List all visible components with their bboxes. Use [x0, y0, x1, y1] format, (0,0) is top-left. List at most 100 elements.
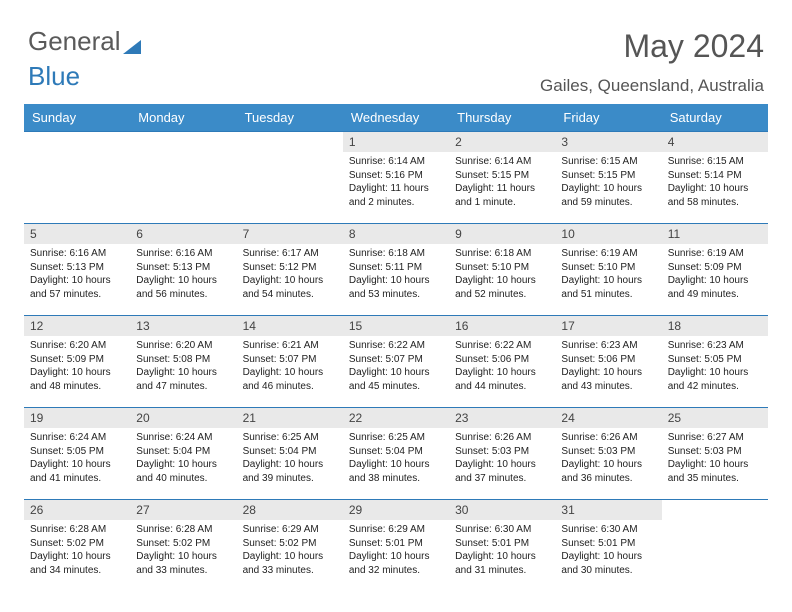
daylight-text: Daylight: 10 hours and 36 minutes. — [561, 458, 655, 485]
daylight-text: Daylight: 10 hours and 33 minutes. — [136, 550, 230, 577]
sunset-text: Sunset: 5:16 PM — [349, 169, 443, 183]
day-number: 14 — [237, 315, 343, 336]
calendar-cell: 19Sunrise: 6:24 AMSunset: 5:05 PMDayligh… — [24, 407, 130, 499]
day-info: Sunrise: 6:24 AMSunset: 5:04 PMDaylight:… — [130, 428, 236, 485]
sunset-text: Sunset: 5:14 PM — [668, 169, 762, 183]
calendar-cell: 20Sunrise: 6:24 AMSunset: 5:04 PMDayligh… — [130, 407, 236, 499]
day-number: 10 — [555, 223, 661, 244]
page-title: May 2024 — [623, 28, 764, 65]
weekday-header: Monday — [130, 104, 236, 131]
calendar-cell: 4Sunrise: 6:15 AMSunset: 5:14 PMDaylight… — [662, 131, 768, 223]
sunrise-text: Sunrise: 6:19 AM — [561, 247, 655, 261]
day-info: Sunrise: 6:26 AMSunset: 5:03 PMDaylight:… — [449, 428, 555, 485]
calendar-cell: 24Sunrise: 6:26 AMSunset: 5:03 PMDayligh… — [555, 407, 661, 499]
calendar-cell: 29Sunrise: 6:29 AMSunset: 5:01 PMDayligh… — [343, 499, 449, 577]
calendar-cell: 5Sunrise: 6:16 AMSunset: 5:13 PMDaylight… — [24, 223, 130, 315]
sunrise-text: Sunrise: 6:16 AM — [30, 247, 124, 261]
calendar-cell — [24, 131, 130, 223]
sunset-text: Sunset: 5:05 PM — [30, 445, 124, 459]
logo: General Blue — [28, 26, 141, 92]
day-number: 11 — [662, 223, 768, 244]
day-info: Sunrise: 6:29 AMSunset: 5:01 PMDaylight:… — [343, 520, 449, 577]
daylight-text: Daylight: 10 hours and 44 minutes. — [455, 366, 549, 393]
day-info: Sunrise: 6:15 AMSunset: 5:14 PMDaylight:… — [662, 152, 768, 209]
day-info: Sunrise: 6:20 AMSunset: 5:08 PMDaylight:… — [130, 336, 236, 393]
sunset-text: Sunset: 5:11 PM — [349, 261, 443, 275]
sunset-text: Sunset: 5:10 PM — [455, 261, 549, 275]
day-info: Sunrise: 6:21 AMSunset: 5:07 PMDaylight:… — [237, 336, 343, 393]
sunset-text: Sunset: 5:03 PM — [455, 445, 549, 459]
calendar-cell: 15Sunrise: 6:22 AMSunset: 5:07 PMDayligh… — [343, 315, 449, 407]
day-number: 13 — [130, 315, 236, 336]
daylight-text: Daylight: 10 hours and 59 minutes. — [561, 182, 655, 209]
weekday-header: Wednesday — [343, 104, 449, 131]
sunset-text: Sunset: 5:01 PM — [455, 537, 549, 551]
sunrise-text: Sunrise: 6:14 AM — [455, 155, 549, 169]
day-number: 2 — [449, 131, 555, 152]
daylight-text: Daylight: 10 hours and 37 minutes. — [455, 458, 549, 485]
sunset-text: Sunset: 5:03 PM — [668, 445, 762, 459]
day-number: 27 — [130, 499, 236, 520]
day-number: 21 — [237, 407, 343, 428]
logo-text-2: Blue — [28, 61, 80, 91]
day-info: Sunrise: 6:15 AMSunset: 5:15 PMDaylight:… — [555, 152, 661, 209]
sunrise-text: Sunrise: 6:27 AM — [668, 431, 762, 445]
day-info: Sunrise: 6:29 AMSunset: 5:02 PMDaylight:… — [237, 520, 343, 577]
daylight-text: Daylight: 10 hours and 32 minutes. — [349, 550, 443, 577]
sunset-text: Sunset: 5:09 PM — [668, 261, 762, 275]
day-number: 22 — [343, 407, 449, 428]
sunset-text: Sunset: 5:03 PM — [561, 445, 655, 459]
calendar-cell: 31Sunrise: 6:30 AMSunset: 5:01 PMDayligh… — [555, 499, 661, 577]
daylight-text: Daylight: 10 hours and 41 minutes. — [30, 458, 124, 485]
sunset-text: Sunset: 5:07 PM — [349, 353, 443, 367]
weekday-header: Saturday — [662, 104, 768, 131]
daylight-text: Daylight: 11 hours and 2 minutes. — [349, 182, 443, 209]
sunrise-text: Sunrise: 6:20 AM — [136, 339, 230, 353]
calendar-row: 26Sunrise: 6:28 AMSunset: 5:02 PMDayligh… — [24, 499, 768, 577]
sunrise-text: Sunrise: 6:18 AM — [455, 247, 549, 261]
calendar-cell: 12Sunrise: 6:20 AMSunset: 5:09 PMDayligh… — [24, 315, 130, 407]
calendar-cell: 28Sunrise: 6:29 AMSunset: 5:02 PMDayligh… — [237, 499, 343, 577]
day-info: Sunrise: 6:30 AMSunset: 5:01 PMDaylight:… — [449, 520, 555, 577]
calendar-cell: 3Sunrise: 6:15 AMSunset: 5:15 PMDaylight… — [555, 131, 661, 223]
day-info: Sunrise: 6:16 AMSunset: 5:13 PMDaylight:… — [24, 244, 130, 301]
day-number: 31 — [555, 499, 661, 520]
calendar-cell: 16Sunrise: 6:22 AMSunset: 5:06 PMDayligh… — [449, 315, 555, 407]
sunrise-text: Sunrise: 6:21 AM — [243, 339, 337, 353]
sunrise-text: Sunrise: 6:15 AM — [668, 155, 762, 169]
calendar-cell: 27Sunrise: 6:28 AMSunset: 5:02 PMDayligh… — [130, 499, 236, 577]
day-number: 4 — [662, 131, 768, 152]
day-info: Sunrise: 6:22 AMSunset: 5:06 PMDaylight:… — [449, 336, 555, 393]
empty-day — [24, 131, 130, 151]
day-info: Sunrise: 6:14 AMSunset: 5:16 PMDaylight:… — [343, 152, 449, 209]
sunset-text: Sunset: 5:10 PM — [561, 261, 655, 275]
day-number: 30 — [449, 499, 555, 520]
calendar-cell: 8Sunrise: 6:18 AMSunset: 5:11 PMDaylight… — [343, 223, 449, 315]
day-info: Sunrise: 6:26 AMSunset: 5:03 PMDaylight:… — [555, 428, 661, 485]
day-number: 9 — [449, 223, 555, 244]
day-info: Sunrise: 6:19 AMSunset: 5:10 PMDaylight:… — [555, 244, 661, 301]
day-number: 16 — [449, 315, 555, 336]
weekday-header: Friday — [555, 104, 661, 131]
calendar-cell: 10Sunrise: 6:19 AMSunset: 5:10 PMDayligh… — [555, 223, 661, 315]
sunrise-text: Sunrise: 6:29 AM — [349, 523, 443, 537]
sunrise-text: Sunrise: 6:26 AM — [561, 431, 655, 445]
calendar-cell: 21Sunrise: 6:25 AMSunset: 5:04 PMDayligh… — [237, 407, 343, 499]
day-number: 1 — [343, 131, 449, 152]
calendar-cell: 22Sunrise: 6:25 AMSunset: 5:04 PMDayligh… — [343, 407, 449, 499]
calendar-cell: 13Sunrise: 6:20 AMSunset: 5:08 PMDayligh… — [130, 315, 236, 407]
day-info: Sunrise: 6:28 AMSunset: 5:02 PMDaylight:… — [130, 520, 236, 577]
day-info: Sunrise: 6:27 AMSunset: 5:03 PMDaylight:… — [662, 428, 768, 485]
sunrise-text: Sunrise: 6:24 AM — [136, 431, 230, 445]
calendar-row: 19Sunrise: 6:24 AMSunset: 5:05 PMDayligh… — [24, 407, 768, 499]
calendar-cell: 30Sunrise: 6:30 AMSunset: 5:01 PMDayligh… — [449, 499, 555, 577]
daylight-text: Daylight: 10 hours and 54 minutes. — [243, 274, 337, 301]
empty-day — [662, 499, 768, 519]
day-number: 17 — [555, 315, 661, 336]
empty-day — [237, 131, 343, 151]
sunset-text: Sunset: 5:02 PM — [30, 537, 124, 551]
sunrise-text: Sunrise: 6:22 AM — [455, 339, 549, 353]
calendar-row: 5Sunrise: 6:16 AMSunset: 5:13 PMDaylight… — [24, 223, 768, 315]
day-info: Sunrise: 6:28 AMSunset: 5:02 PMDaylight:… — [24, 520, 130, 577]
day-info: Sunrise: 6:19 AMSunset: 5:09 PMDaylight:… — [662, 244, 768, 301]
